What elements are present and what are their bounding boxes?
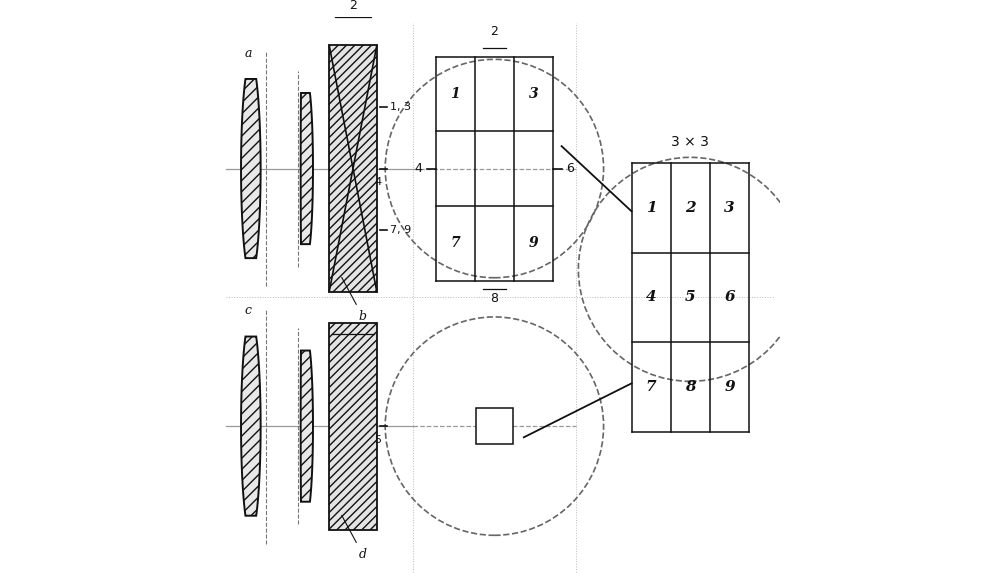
- Text: 4: 4: [374, 177, 381, 187]
- Text: 7: 7: [450, 236, 460, 250]
- Text: 3 × 3: 3 × 3: [671, 135, 709, 149]
- Text: 4: 4: [646, 290, 656, 305]
- Text: b: b: [342, 277, 367, 323]
- Text: 4: 4: [415, 162, 423, 175]
- Text: 1: 1: [450, 87, 460, 101]
- Text: 5: 5: [491, 421, 498, 431]
- Text: 8: 8: [685, 380, 696, 394]
- Polygon shape: [241, 79, 261, 258]
- Text: 2: 2: [490, 25, 498, 38]
- Text: 1, 3: 1, 3: [390, 102, 411, 112]
- Polygon shape: [241, 336, 261, 516]
- Bar: [329, 323, 377, 529]
- Text: 5: 5: [374, 435, 381, 445]
- Text: 6: 6: [724, 290, 735, 305]
- Polygon shape: [301, 350, 313, 502]
- Bar: [329, 45, 377, 292]
- Bar: [476, 408, 513, 444]
- Text: 9: 9: [529, 236, 538, 250]
- Text: 8: 8: [490, 292, 498, 305]
- Polygon shape: [301, 93, 313, 244]
- Text: a: a: [244, 47, 252, 60]
- Text: 2: 2: [349, 0, 357, 12]
- Text: 7, 9: 7, 9: [390, 225, 411, 235]
- Text: 8: 8: [349, 336, 357, 349]
- Text: c: c: [245, 304, 252, 317]
- Text: 9: 9: [724, 380, 735, 394]
- Text: 5: 5: [685, 290, 696, 305]
- Text: 2: 2: [685, 201, 696, 215]
- Text: 7: 7: [646, 380, 656, 394]
- Text: d: d: [342, 516, 367, 561]
- Text: 1: 1: [646, 201, 656, 215]
- Text: 3: 3: [529, 87, 538, 101]
- Text: 6: 6: [566, 162, 574, 175]
- Text: 3: 3: [724, 201, 735, 215]
